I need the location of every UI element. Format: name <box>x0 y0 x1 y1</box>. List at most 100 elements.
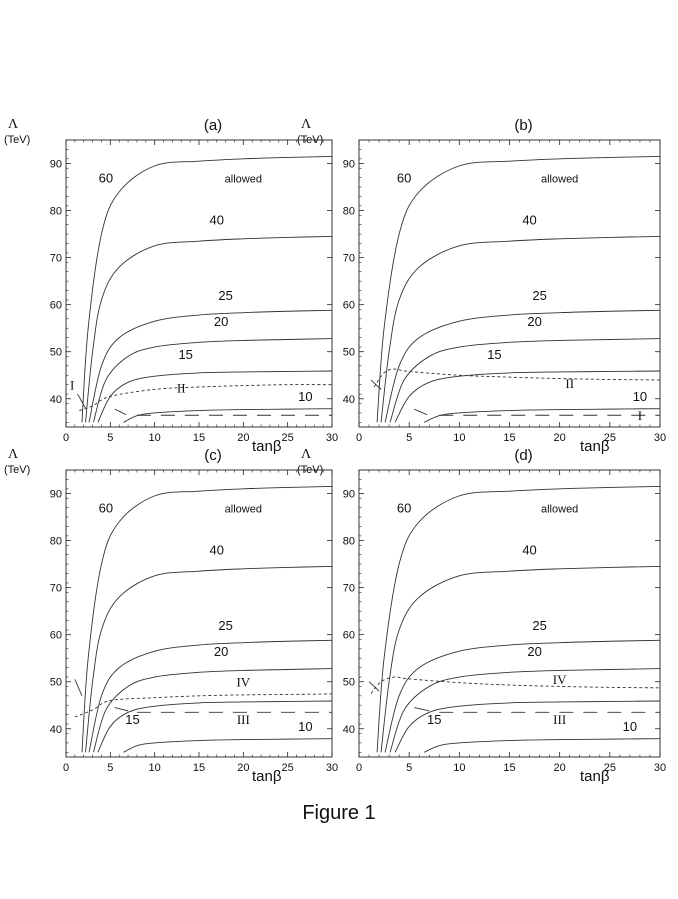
contour-line <box>424 738 661 753</box>
y-tick-label: 70 <box>50 253 62 265</box>
y-axis-unit: (TeV) <box>4 464 30 476</box>
y-tick-label: 60 <box>50 630 62 642</box>
x-axis-label: tanβ <box>580 768 610 785</box>
contour-line <box>114 408 127 416</box>
y-axis-label: Λ <box>8 447 19 462</box>
contour-line <box>93 338 333 423</box>
y-tick-label: 90 <box>343 489 355 501</box>
x-tick-label: 25 <box>282 432 294 444</box>
contour-line <box>88 639 333 753</box>
chart-panel: 0 5 10 15 20 25 30 40 50 60 70 80 90 (b) Λ (TeV) tanβ all… <box>297 117 666 455</box>
region-label: III <box>553 712 566 727</box>
contour-label: 25 <box>532 618 546 633</box>
panel-title: (d) <box>514 447 532 464</box>
contour-label: 10 <box>633 389 647 404</box>
x-tick-label: 15 <box>193 432 205 444</box>
dashed-bound-line <box>74 693 333 718</box>
region-label: I <box>70 377 74 392</box>
contour-line <box>414 707 430 712</box>
panel-title: (b) <box>514 117 532 134</box>
contour-label: 25 <box>218 618 232 633</box>
x-tick-label: 20 <box>554 762 566 774</box>
y-tick-label: 40 <box>343 724 355 736</box>
contour-line <box>93 668 333 753</box>
y-axis-unit: (TeV) <box>297 464 323 476</box>
y-axis-unit: (TeV) <box>297 134 323 146</box>
contour-line <box>77 393 86 409</box>
y-tick-label: 50 <box>50 347 62 359</box>
contour-label: 60 <box>397 500 411 515</box>
contour-line <box>123 738 333 753</box>
x-tick-label: 5 <box>107 762 113 774</box>
region-label: II <box>565 376 574 391</box>
x-tick-label: 15 <box>503 432 515 444</box>
y-tick-label: 70 <box>343 253 355 265</box>
dashed-bound-line <box>79 384 333 411</box>
x-axis-label: tanβ <box>252 768 282 785</box>
contour-label: 20 <box>527 644 541 659</box>
region-label: II <box>177 381 186 396</box>
x-tick-label: 15 <box>503 762 515 774</box>
y-tick-label: 60 <box>50 300 62 312</box>
chart-panel: 0 5 10 15 20 25 30 40 50 60 70 80 90 (c) Λ (TeV) tanβ all… <box>4 447 338 785</box>
contour-line <box>384 639 661 753</box>
y-axis-label: Λ <box>301 447 312 462</box>
contour-line <box>380 566 661 753</box>
x-tick-label: 10 <box>149 432 161 444</box>
contour-line <box>88 309 333 423</box>
contour-line <box>394 370 661 423</box>
contour-line <box>380 236 661 423</box>
y-tick-label: 40 <box>50 724 62 736</box>
x-tick-label: 30 <box>654 432 666 444</box>
x-tick-label: 10 <box>453 432 465 444</box>
contour-label: 60 <box>397 170 411 185</box>
y-tick-label: 40 <box>50 394 62 406</box>
y-tick-label: 80 <box>50 206 62 218</box>
y-tick-label: 80 <box>50 536 62 548</box>
contour-label: 25 <box>218 288 232 303</box>
region-label: III <box>237 712 250 727</box>
y-tick-label: 50 <box>343 347 355 359</box>
dashed-bound-line <box>370 676 661 694</box>
contour-line <box>85 566 333 753</box>
contour-label: 40 <box>209 543 223 558</box>
contour-label: 60 <box>99 500 113 515</box>
y-tick-label: 90 <box>50 489 62 501</box>
y-axis-label: Λ <box>301 117 312 132</box>
region-label-allowed: allowed <box>225 503 262 515</box>
contour-label: 10 <box>298 719 312 734</box>
contour-line <box>376 156 661 423</box>
figure-caption: Figure 1 <box>302 802 376 824</box>
x-tick-label: 20 <box>237 762 249 774</box>
contour-label: 20 <box>214 314 228 329</box>
x-tick-label: 15 <box>193 762 205 774</box>
region-label-allowed: allowed <box>225 173 262 185</box>
contour-line <box>384 309 661 423</box>
y-axis-unit: (TeV) <box>4 134 30 146</box>
contour-line <box>424 408 661 423</box>
x-tick-label: 30 <box>326 432 338 444</box>
contour-line <box>114 707 129 712</box>
contour-line <box>81 156 333 423</box>
panel-title: (c) <box>204 447 222 464</box>
chart-panel: 0 5 10 15 20 25 30 40 50 60 70 80 90 (a) Λ (TeV) tanβ all… <box>4 117 338 455</box>
contour-line <box>414 408 428 416</box>
contour-line <box>97 700 333 753</box>
x-tick-label: 0 <box>63 762 69 774</box>
y-tick-label: 40 <box>343 394 355 406</box>
x-tick-label: 5 <box>406 762 412 774</box>
x-tick-label: 25 <box>604 762 616 774</box>
x-tick-label: 5 <box>406 432 412 444</box>
contour-line <box>85 236 333 423</box>
contour-line <box>389 668 661 753</box>
contour-label: 15 <box>125 712 139 727</box>
y-tick-label: 80 <box>343 206 355 218</box>
x-tick-label: 20 <box>237 432 249 444</box>
contour-line <box>368 681 380 692</box>
contour-line <box>81 486 333 753</box>
y-tick-label: 90 <box>343 159 355 171</box>
contour-label: 15 <box>178 347 192 362</box>
x-tick-label: 25 <box>604 432 616 444</box>
chart-panel: 0 5 10 15 20 25 30 40 50 60 70 80 90 (d) Λ (TeV) tanβ all… <box>297 447 666 785</box>
y-tick-label: 70 <box>343 583 355 595</box>
